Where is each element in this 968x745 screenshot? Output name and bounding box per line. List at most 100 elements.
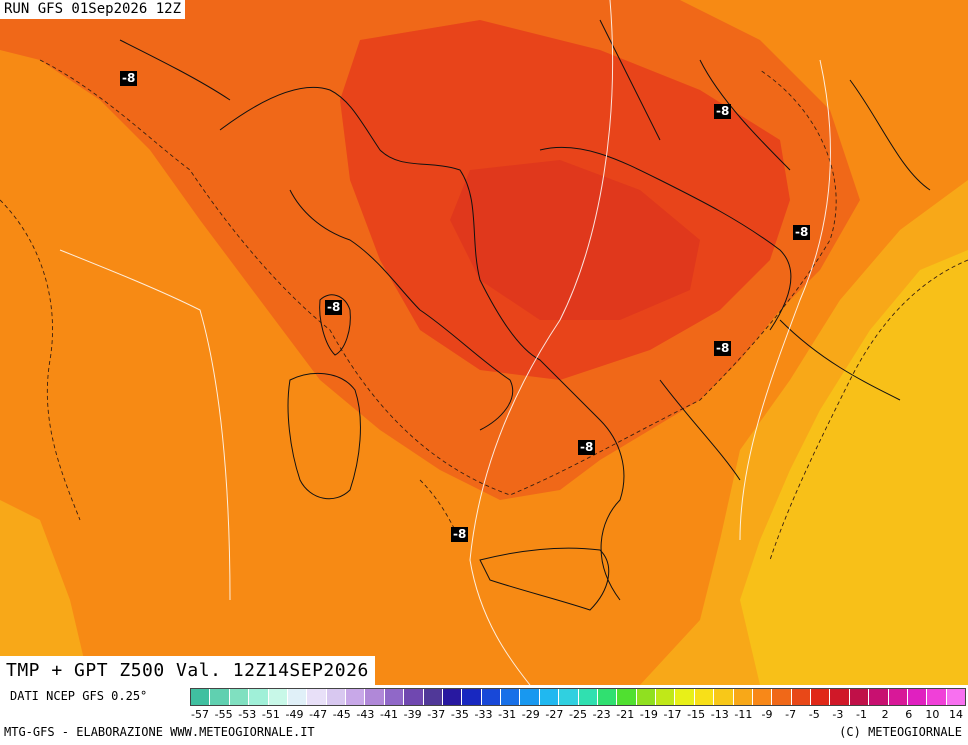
- color-scale-swatch: [210, 689, 230, 705]
- color-scale-tick-label: -55: [214, 708, 233, 721]
- field-core: [450, 160, 700, 320]
- coastline: [289, 189, 514, 431]
- color-scale-swatch: [559, 689, 579, 705]
- color-scale-tick-label: -51: [261, 708, 280, 721]
- color-scale-swatch: [656, 689, 676, 705]
- color-scale-bar: [190, 688, 966, 706]
- isotherm-label: -8: [714, 104, 732, 119]
- color-scale-tick-label: -27: [545, 708, 564, 721]
- color-scale-swatch: [927, 689, 947, 705]
- color-scale-swatch: [869, 689, 889, 705]
- color-scale-tick-label: -39: [403, 708, 422, 721]
- color-scale-swatch: [307, 689, 327, 705]
- isotherm-label: -8: [578, 440, 596, 455]
- isotherm-label: -8: [451, 527, 469, 542]
- color-scale-swatch: [578, 689, 598, 705]
- color-scale-swatch: [191, 689, 211, 705]
- color-scale-swatch: [636, 689, 656, 705]
- color-scale-tick-label: -53: [238, 708, 257, 721]
- isotherm-line: [0, 199, 81, 521]
- color-scale-tick-label: -25: [569, 708, 587, 721]
- color-scale-tick-label: -49: [285, 708, 304, 721]
- map-title: TMP + GPT Z500 Val. 12Z14SEP2026: [0, 656, 375, 685]
- isotherm-label: -8: [325, 300, 343, 315]
- isotherm-line: [769, 259, 968, 561]
- color-scale-tick-label: -47: [309, 708, 328, 721]
- color-scale-swatch: [442, 689, 463, 705]
- coastline: [219, 86, 625, 601]
- color-scale-swatch: [675, 689, 695, 705]
- color-scale-swatch: [946, 689, 965, 705]
- color-scale-tick-label: -45: [332, 708, 351, 721]
- color-scale-swatch: [481, 689, 501, 705]
- grid-line: [59, 249, 231, 601]
- color-scale-swatch: [346, 689, 366, 705]
- color-scale-swatch: [733, 689, 753, 705]
- color-scale-swatch: [404, 689, 424, 705]
- color-scale-tick-label: -43: [356, 708, 375, 721]
- field-cooler: [740, 250, 968, 685]
- color-scale-tick-label: -33: [474, 708, 493, 721]
- color-scale-tick-label: 6: [905, 708, 913, 721]
- color-scale-tick-label: -29: [521, 708, 540, 721]
- color-scale-tick-label: 10: [925, 708, 940, 721]
- color-scale-swatch: [268, 689, 288, 705]
- isotherm-label: -8: [714, 341, 732, 356]
- color-scale-tick-label: -13: [710, 708, 729, 721]
- run-title: RUN GFS 01Sep2026 12Z: [0, 0, 186, 19]
- color-scale-tick-label: -9: [761, 708, 773, 721]
- sicily-outline: [479, 547, 610, 611]
- color-scale-swatch: [811, 689, 831, 705]
- color-scale-swatch: [888, 689, 908, 705]
- color-scale-swatch: [249, 689, 269, 705]
- color-scale-swatch: [539, 689, 560, 705]
- color-scale-swatch: [907, 689, 928, 705]
- color-scale-tick-label: -19: [639, 708, 658, 721]
- color-scale-swatch: [694, 689, 715, 705]
- color-scale-swatch: [326, 689, 346, 705]
- color-scale-swatch: [365, 689, 385, 705]
- sardinia-outline: [287, 372, 361, 500]
- color-scale-tick-label: -23: [592, 708, 611, 721]
- color-scale-tick-label: -41: [380, 708, 398, 721]
- color-scale-tick-label: -11: [734, 708, 753, 721]
- data-source-label: DATI NCEP GFS 0.25°: [10, 689, 148, 703]
- color-scale-swatch: [462, 689, 482, 705]
- grid-line: [739, 59, 831, 541]
- coastline: [539, 146, 792, 331]
- color-scale-tick-label: -37: [427, 708, 446, 721]
- color-scale-swatch: [597, 689, 618, 705]
- color-scale-swatch: [501, 689, 521, 705]
- color-scale-tick-label: -3: [832, 708, 844, 721]
- border-line: [119, 19, 931, 481]
- isotherm-label: -8: [793, 225, 811, 240]
- grid-line: [469, 0, 614, 685]
- color-scale-swatch: [714, 689, 734, 705]
- corsica-outline: [319, 294, 351, 356]
- color-scale-swatch: [752, 689, 773, 705]
- color-scale-tick-label: -31: [498, 708, 517, 721]
- color-scale-tick-label: -5: [808, 708, 820, 721]
- color-scale-tick-label: -1: [856, 708, 867, 721]
- color-scale-tick-label: -15: [687, 708, 706, 721]
- color-scale-swatch: [849, 689, 870, 705]
- color-scale-swatch: [772, 689, 792, 705]
- footer-copyright: (C) METEOGIORNALE: [839, 725, 962, 739]
- color-scale-swatch: [520, 689, 540, 705]
- color-scale-tick-label: 14: [949, 708, 963, 721]
- color-scale-swatch: [384, 689, 405, 705]
- color-scale-tick-label: 2: [881, 708, 889, 721]
- color-scale-swatch: [617, 689, 637, 705]
- footer-credit: MTG-GFS - ELABORAZIONE WWW.METEOGIORNALE…: [4, 725, 315, 739]
- color-scale-tick-label: -57: [191, 708, 209, 721]
- color-scale-tick-label: -7: [785, 708, 797, 721]
- color-scale-swatch: [830, 689, 850, 705]
- color-scale-swatch: [287, 689, 308, 705]
- color-scale-tick-label: -35: [450, 708, 469, 721]
- color-scale-labels: -57 -55 -53 -51 -49 -47 -45 -43 -41 -39 -37 -35 -33-…: [190, 708, 966, 722]
- color-scale-swatch: [791, 689, 811, 705]
- color-scale-swatch: [229, 689, 250, 705]
- color-scale-tick-label: -21: [616, 708, 635, 721]
- color-scale-tick-label: -17: [663, 708, 682, 721]
